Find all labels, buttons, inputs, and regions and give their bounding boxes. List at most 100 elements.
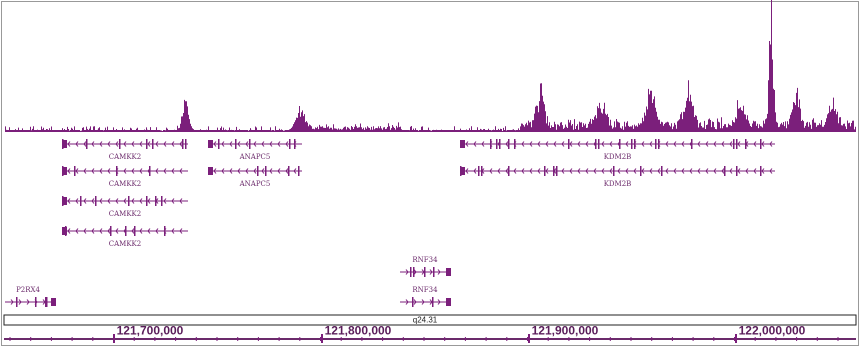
strand-arrow bbox=[253, 141, 257, 147]
exon bbox=[499, 139, 501, 149]
strand-arrow bbox=[131, 228, 135, 234]
strand-arrow bbox=[139, 141, 143, 147]
strand-arrow bbox=[665, 141, 669, 147]
exon bbox=[146, 139, 148, 149]
strand-arrow bbox=[277, 141, 281, 147]
exon bbox=[289, 139, 291, 149]
strand-arrow bbox=[593, 168, 597, 174]
gene-tracks: CAMKK2 CAMKK2 CAMKK2 CAMKK2 ANAPC5 ANAPC5 KDM2… bbox=[5, 139, 775, 307]
exon bbox=[74, 166, 76, 176]
strand-arrow bbox=[437, 269, 441, 275]
strand-arrow bbox=[67, 168, 71, 174]
strand-arrow bbox=[269, 141, 273, 147]
exon bbox=[556, 166, 558, 176]
strand-arrow bbox=[761, 168, 765, 174]
strand-arrow bbox=[245, 168, 249, 174]
strand-arrow bbox=[18, 299, 22, 305]
exon bbox=[658, 139, 660, 149]
position-label: 121,900,000 bbox=[532, 324, 599, 338]
exon bbox=[134, 226, 136, 236]
strand-arrow bbox=[705, 168, 709, 174]
strand-arrow bbox=[171, 198, 175, 204]
strand-arrow bbox=[91, 228, 95, 234]
exon bbox=[424, 267, 426, 277]
strand-arrow bbox=[123, 198, 127, 204]
strand-arrow bbox=[139, 168, 143, 174]
strand-arrow bbox=[229, 141, 233, 147]
strand-arrow bbox=[75, 168, 79, 174]
band-label: q24.31 bbox=[413, 316, 438, 325]
strand-arrow bbox=[171, 228, 175, 234]
exon bbox=[508, 139, 510, 149]
strand-arrow bbox=[641, 141, 645, 147]
strand-arrow bbox=[529, 168, 533, 174]
strand-arrow bbox=[625, 141, 629, 147]
strand-arrow bbox=[253, 168, 257, 174]
strand-arrow bbox=[545, 141, 549, 147]
exon bbox=[745, 139, 747, 149]
strand-arrow bbox=[473, 141, 477, 147]
strand-arrow bbox=[83, 141, 87, 147]
exon bbox=[152, 139, 154, 149]
strand-arrow bbox=[261, 141, 265, 147]
strand-arrow bbox=[213, 168, 217, 174]
strand-arrow bbox=[237, 168, 241, 174]
strand-arrow bbox=[131, 198, 135, 204]
strand-arrow bbox=[147, 198, 151, 204]
strand-arrow bbox=[673, 168, 677, 174]
strand-arrow bbox=[569, 168, 573, 174]
strand-arrow bbox=[577, 168, 581, 174]
exon bbox=[149, 166, 151, 176]
strand-arrow bbox=[473, 168, 477, 174]
strand-arrow bbox=[107, 141, 111, 147]
exon bbox=[110, 226, 112, 236]
strand-arrow bbox=[139, 198, 143, 204]
exon bbox=[298, 166, 300, 176]
exon bbox=[508, 166, 510, 176]
strand-arrow bbox=[577, 141, 581, 147]
strand-arrow bbox=[293, 168, 297, 174]
exon bbox=[432, 297, 434, 307]
exon bbox=[460, 140, 465, 148]
strand-arrow bbox=[505, 141, 509, 147]
exon bbox=[410, 267, 412, 277]
strand-arrow bbox=[131, 141, 135, 147]
gene-label: KDM2B bbox=[604, 180, 632, 188]
strand-arrow bbox=[75, 198, 79, 204]
strand-arrow bbox=[489, 168, 493, 174]
strand-arrow bbox=[163, 141, 167, 147]
strand-arrow bbox=[131, 168, 135, 174]
strand-arrow bbox=[237, 141, 241, 147]
strand-arrow bbox=[26, 299, 30, 305]
gene-label: ANAPC5 bbox=[239, 180, 271, 188]
strand-arrow bbox=[617, 168, 621, 174]
exon bbox=[119, 139, 121, 149]
strand-arrow bbox=[753, 141, 757, 147]
strand-arrow bbox=[83, 198, 87, 204]
strand-arrow bbox=[179, 168, 183, 174]
strand-arrow bbox=[729, 168, 733, 174]
strand-arrow bbox=[561, 141, 565, 147]
exon bbox=[640, 166, 642, 176]
strand-arrow bbox=[465, 168, 469, 174]
exon bbox=[724, 166, 726, 176]
strand-arrow bbox=[115, 228, 119, 234]
exon bbox=[182, 139, 184, 149]
exon bbox=[208, 140, 213, 148]
exon bbox=[634, 139, 636, 149]
strand-arrow bbox=[745, 168, 749, 174]
strand-arrow bbox=[721, 168, 725, 174]
strand-arrow bbox=[601, 168, 605, 174]
strand-arrow bbox=[99, 141, 103, 147]
exon bbox=[80, 196, 82, 206]
exon bbox=[496, 139, 498, 149]
exon bbox=[46, 297, 48, 307]
strand-arrow bbox=[521, 168, 525, 174]
exon bbox=[661, 166, 663, 176]
exon bbox=[460, 167, 465, 175]
exon bbox=[51, 298, 56, 306]
strand-arrow bbox=[147, 141, 151, 147]
exon bbox=[760, 166, 762, 176]
strand-arrow bbox=[545, 168, 549, 174]
